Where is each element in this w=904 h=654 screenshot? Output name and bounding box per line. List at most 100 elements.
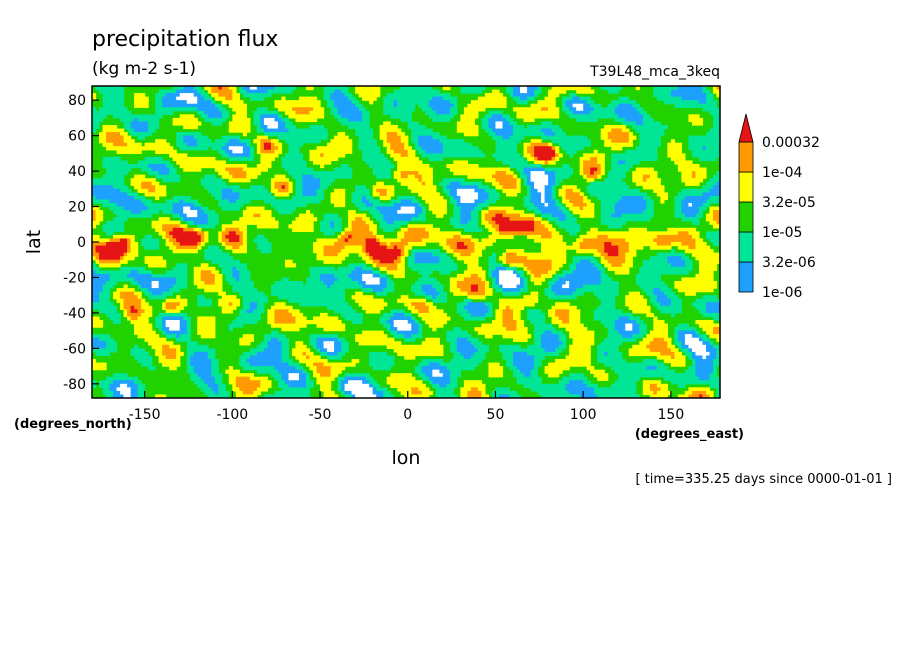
contour-cell bbox=[642, 110, 647, 115]
contour-cell bbox=[439, 206, 444, 211]
contour-cell bbox=[446, 231, 451, 236]
contour-cell bbox=[456, 213, 461, 218]
contour-cell bbox=[670, 146, 675, 151]
contour-cell bbox=[513, 93, 518, 98]
contour-cell bbox=[481, 188, 486, 193]
contour-cell bbox=[400, 139, 405, 144]
contour-cell bbox=[169, 96, 174, 101]
contour-cell bbox=[249, 153, 254, 158]
contour-cell bbox=[137, 103, 142, 108]
contour-cell bbox=[428, 93, 433, 98]
contour-cell bbox=[646, 213, 651, 218]
contour-cell bbox=[509, 86, 514, 91]
contour-cell bbox=[565, 185, 570, 190]
contour-cell bbox=[442, 86, 447, 91]
contour-cell bbox=[579, 203, 584, 208]
contour-cell bbox=[274, 199, 279, 204]
contour-cell bbox=[341, 86, 346, 91]
contour-cell bbox=[435, 227, 440, 232]
contour-cell bbox=[460, 164, 465, 169]
contour-cell bbox=[379, 203, 384, 208]
contour-cell bbox=[274, 125, 279, 130]
contour-cell bbox=[411, 139, 416, 144]
contour-cell bbox=[600, 132, 605, 137]
contour-cell bbox=[228, 188, 233, 193]
contour-cell bbox=[99, 114, 104, 119]
contour-cell bbox=[120, 195, 125, 201]
contour-cell bbox=[232, 114, 237, 119]
contour-cell bbox=[435, 203, 440, 208]
contour-cell bbox=[477, 195, 483, 201]
contour-cell bbox=[663, 125, 668, 130]
contour-cell bbox=[621, 199, 626, 204]
contour-cell bbox=[383, 103, 388, 108]
contour-cell bbox=[432, 210, 437, 215]
contour-cell bbox=[572, 149, 577, 154]
contour-cell bbox=[306, 107, 311, 112]
contour-cell bbox=[649, 167, 654, 172]
contour-cell bbox=[165, 203, 170, 208]
contour-cell bbox=[516, 132, 521, 137]
contour-cell bbox=[400, 117, 405, 123]
contour-cell bbox=[505, 217, 511, 222]
contour-cell bbox=[495, 135, 500, 140]
contour-cell bbox=[527, 195, 532, 201]
contour-cell bbox=[211, 110, 216, 115]
contour-cell bbox=[218, 146, 223, 151]
contour-cell bbox=[548, 160, 553, 165]
contour-cell bbox=[337, 107, 342, 112]
contour-cell bbox=[534, 107, 539, 112]
contour-cell bbox=[516, 227, 521, 232]
contour-cell bbox=[116, 149, 121, 154]
contour-cell bbox=[667, 231, 672, 236]
contour-cell bbox=[586, 103, 591, 108]
contour-cell bbox=[379, 195, 384, 201]
contour-cell bbox=[162, 89, 167, 94]
contour-cell bbox=[709, 210, 714, 215]
contour-cell bbox=[120, 117, 125, 123]
contour-cell bbox=[383, 139, 388, 144]
contour-cell bbox=[355, 199, 360, 204]
contour-cell bbox=[681, 156, 686, 162]
contour-cell bbox=[256, 192, 261, 197]
contour-cell bbox=[618, 167, 623, 172]
contour-cell bbox=[442, 181, 447, 186]
contour-cell bbox=[498, 210, 504, 215]
contour-cell bbox=[428, 178, 433, 183]
contour-cell bbox=[123, 107, 128, 112]
contour-cell bbox=[572, 199, 577, 204]
contour-cell bbox=[712, 224, 718, 229]
contour-cell bbox=[484, 185, 490, 190]
contour-cell bbox=[270, 125, 276, 130]
contour-cell bbox=[235, 199, 240, 204]
contour-cell bbox=[442, 142, 447, 147]
contour-cell bbox=[632, 153, 637, 158]
contour-cell bbox=[372, 164, 377, 169]
contour-cell bbox=[593, 103, 598, 108]
contour-cell bbox=[102, 188, 107, 193]
contour-cell bbox=[225, 146, 230, 151]
contour-cell bbox=[460, 128, 465, 133]
contour-cell bbox=[348, 224, 353, 229]
contour-cell bbox=[365, 125, 370, 130]
contour-cell bbox=[583, 117, 588, 123]
contour-cell bbox=[660, 192, 665, 197]
contour-cell bbox=[712, 195, 718, 201]
contour-cell bbox=[558, 89, 563, 94]
contour-cell bbox=[712, 181, 718, 186]
contour-cell bbox=[414, 181, 419, 186]
contour-cell bbox=[281, 178, 286, 183]
contour-cell bbox=[639, 121, 644, 126]
contour-cell bbox=[306, 86, 311, 91]
contour-cell bbox=[397, 206, 402, 211]
contour-cell bbox=[548, 149, 553, 154]
contour-cell bbox=[95, 199, 100, 204]
contour-cell bbox=[541, 227, 546, 232]
contour-cell bbox=[628, 156, 633, 162]
contour-cell bbox=[151, 117, 156, 123]
contour-cell bbox=[600, 210, 605, 215]
contour-cell bbox=[260, 139, 265, 144]
contour-cell bbox=[320, 224, 325, 229]
contour-cell bbox=[460, 210, 465, 215]
contour-cell bbox=[646, 181, 651, 186]
